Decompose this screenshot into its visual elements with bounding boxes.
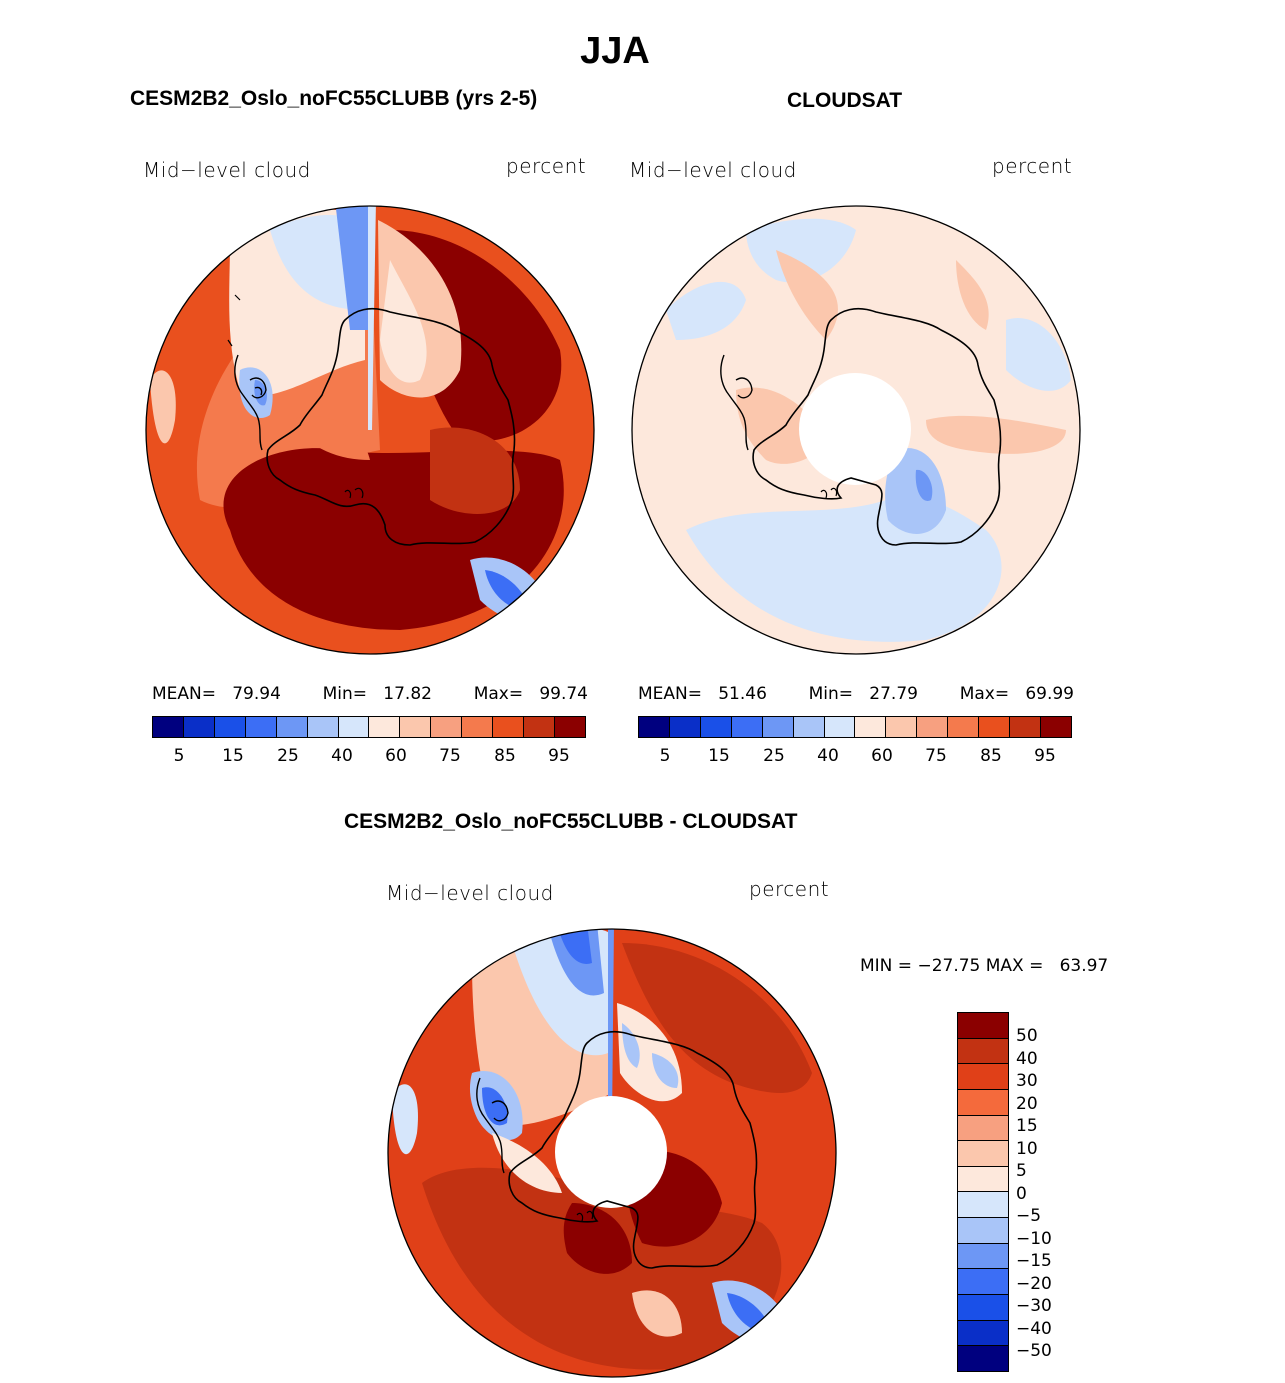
diff-variable-label: Mid−level cloud (386, 881, 554, 905)
colorbar-swatch (462, 717, 494, 737)
cb-tick: 5 (1016, 1161, 1027, 1181)
cb-tick: 75 (439, 746, 461, 766)
diff-colorbar-ticks: 50 40 30 20 15 10 5 0 −5 −10 −15 −20 −30… (1016, 1012, 1076, 1372)
colorbar-swatch (958, 1089, 1008, 1116)
colorbar-swatch (669, 717, 701, 737)
cb-tick: −40 (1016, 1318, 1052, 1339)
colorbar-swatch (958, 1064, 1008, 1090)
colorbar-swatch (958, 1115, 1008, 1142)
colorbar-swatch (958, 1346, 1008, 1371)
cb-tick: 5 (173, 746, 185, 766)
cb-tick: 0 (1016, 1183, 1027, 1204)
cb-tick: 85 (980, 746, 1002, 766)
colorbar-swatch (958, 1243, 1008, 1270)
cb-tick: 40 (817, 746, 839, 766)
diff-minmax: MIN = −27.75 MAX = 63.97 (860, 956, 1109, 976)
cb-tick: 15 (708, 746, 730, 766)
model-polar-map (145, 205, 595, 655)
obs-colorbar (638, 716, 1072, 738)
cb-tick: 15 (1016, 1116, 1038, 1136)
cb-tick: 40 (1016, 1048, 1038, 1069)
cb-tick: 40 (331, 746, 353, 766)
obs-stats: MEAN= 51.46 Min= 27.79 Max= 69.99 (638, 684, 1074, 704)
colorbar-swatch (917, 717, 949, 737)
cb-tick: 95 (1034, 746, 1056, 766)
colorbar-swatch (700, 717, 732, 737)
colorbar-swatch (1040, 717, 1071, 737)
colorbar-swatch (948, 717, 980, 737)
cb-tick: −20 (1016, 1273, 1052, 1294)
diff-polar-map (387, 928, 837, 1378)
model-units-label: percent (506, 154, 587, 178)
cb-tick: 5 (659, 746, 671, 766)
colorbar-swatch (793, 717, 825, 737)
model-panel-title: CESM2B2_Oslo_noFC55CLUBB (yrs 2-5) (130, 87, 538, 110)
colorbar-swatch (958, 1141, 1008, 1167)
colorbar-swatch (958, 1320, 1008, 1347)
cb-tick: 25 (763, 746, 785, 766)
season-title: JJA (580, 30, 650, 72)
colorbar-swatch (307, 717, 339, 737)
colorbar-swatch (824, 717, 856, 737)
cb-tick: −50 (1016, 1341, 1052, 1361)
cb-tick: 60 (385, 746, 407, 766)
obs-colorbar-ticks: 5 15 25 40 60 75 85 95 (638, 746, 1072, 768)
cb-tick: 50 (1016, 1026, 1038, 1046)
diff-units-label: percent (749, 877, 830, 901)
colorbar-swatch (183, 717, 215, 737)
colorbar-swatch (431, 717, 463, 737)
model-variable-label: Mid−level cloud (143, 158, 311, 182)
colorbar-swatch (554, 717, 585, 737)
colorbar-swatch (855, 717, 887, 737)
colorbar-swatch (639, 717, 670, 737)
cb-tick: 95 (548, 746, 570, 766)
cb-tick: 30 (1016, 1071, 1038, 1091)
colorbar-swatch (731, 717, 763, 737)
model-stats: MEAN= 79.94 Min= 17.82 Max= 99.74 (152, 684, 588, 704)
cb-tick: 20 (1016, 1093, 1038, 1114)
cb-tick: 60 (871, 746, 893, 766)
colorbar-swatch (958, 1218, 1008, 1244)
colorbar-swatch (214, 717, 246, 737)
cb-tick: −5 (1016, 1206, 1042, 1226)
colorbar-swatch (153, 717, 184, 737)
obs-variable-label: Mid−level cloud (629, 158, 797, 182)
colorbar-swatch (958, 1192, 1008, 1219)
colorbar-swatch (276, 717, 308, 737)
antarctica-coastline (266, 308, 516, 546)
cb-tick: 85 (494, 746, 516, 766)
colorbar-swatch (338, 717, 370, 737)
cb-tick: −15 (1016, 1251, 1052, 1271)
cb-tick: 75 (925, 746, 947, 766)
diff-colorbar (957, 1012, 1009, 1372)
cb-tick: −10 (1016, 1228, 1052, 1249)
cb-tick: 10 (1016, 1138, 1038, 1159)
model-colorbar-ticks: 5 15 25 40 60 75 85 95 (152, 746, 586, 768)
obs-polar-map (631, 205, 1081, 655)
colorbar-swatch (958, 1295, 1008, 1321)
cb-tick: 25 (277, 746, 299, 766)
colorbar-swatch (958, 1038, 1008, 1065)
model-colorbar (152, 716, 586, 738)
colorbar-swatch (245, 717, 277, 737)
colorbar-swatch (493, 717, 525, 737)
cb-tick: 15 (222, 746, 244, 766)
colorbar-swatch (958, 1269, 1008, 1296)
obs-panel-title: CLOUDSAT (787, 89, 903, 112)
colorbar-swatch (958, 1013, 1008, 1039)
obs-units-label: percent (992, 154, 1073, 178)
cb-tick: −30 (1016, 1296, 1052, 1316)
colorbar-swatch (400, 717, 432, 737)
colorbar-swatch (762, 717, 794, 737)
colorbar-swatch (1010, 717, 1041, 737)
colorbar-swatch (958, 1166, 1008, 1193)
diff-panel-title: CESM2B2_Oslo_noFC55CLUBB - CLOUDSAT (344, 810, 798, 833)
colorbar-swatch (886, 717, 918, 737)
colorbar-swatch (524, 717, 555, 737)
colorbar-swatch (369, 717, 401, 737)
colorbar-swatch (979, 717, 1011, 737)
